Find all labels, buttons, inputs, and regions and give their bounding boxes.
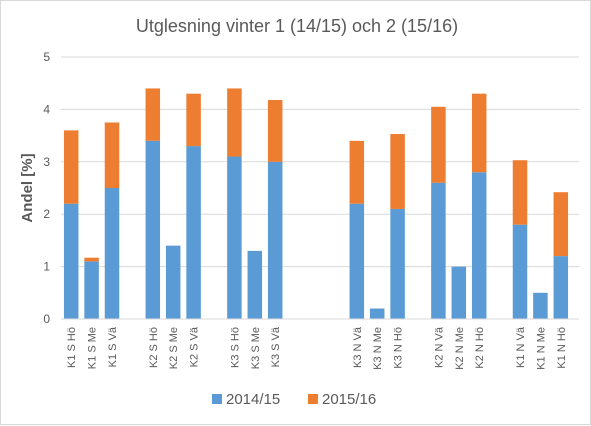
bar-segment xyxy=(431,106,446,183)
bar-segment xyxy=(390,134,405,209)
y-tick-label: 0 xyxy=(43,312,50,326)
y-tick-label: 4 xyxy=(43,102,50,116)
bar-segment xyxy=(512,224,528,319)
x-tick-label: K3 S Hö xyxy=(229,327,241,368)
bar-segment xyxy=(145,88,161,141)
bar-segment xyxy=(247,250,263,319)
bar-segment xyxy=(104,188,120,319)
y-axis-ticks: 0 1 2 3 4 5 xyxy=(43,50,50,326)
bar-segment xyxy=(63,130,79,204)
bar-segment xyxy=(84,257,99,262)
x-tick-label: K2 N Me xyxy=(454,327,466,370)
y-tick-label: 1 xyxy=(43,260,50,274)
bar-segment xyxy=(165,245,181,319)
legend: 2014/15 2015/16 xyxy=(212,391,376,408)
gridlines xyxy=(61,56,579,268)
bar-segment xyxy=(451,266,467,319)
x-tick-label: K3 S Me xyxy=(250,327,262,369)
bar-segment xyxy=(349,140,365,204)
bar-segment xyxy=(553,256,569,319)
bar-segment xyxy=(267,99,283,162)
bar-segment xyxy=(84,261,99,319)
bar-segment xyxy=(104,122,120,188)
bar-segment xyxy=(369,308,385,319)
bar-segment xyxy=(553,192,569,257)
legend-swatch xyxy=(212,394,222,404)
x-tick-label: K1 N Vä xyxy=(515,326,527,368)
bar-segment xyxy=(267,161,283,319)
bars xyxy=(63,88,569,319)
bar-segment xyxy=(63,203,79,319)
legend-label: 2015/16 xyxy=(322,391,376,408)
bar-segment xyxy=(471,172,487,319)
y-tick-label: 3 xyxy=(43,155,50,169)
bar-segment xyxy=(431,182,446,319)
chart-title: Utglesning vinter 1 (14/15) och 2 (15/16… xyxy=(136,16,458,36)
legend-label: 2014/15 xyxy=(226,391,280,408)
bar-segment xyxy=(349,203,365,319)
y-tick-label: 2 xyxy=(43,207,50,221)
x-axis-category-labels: K1 S Hö K1 S Me K1 S Vä K2 S Hö K2 S Me K2 S … xyxy=(66,326,568,370)
x-tick-label: K2 S Hö xyxy=(148,327,160,368)
x-tick-label: K1 S Hö xyxy=(66,327,78,368)
legend-swatch xyxy=(308,394,318,404)
bar-segment xyxy=(533,292,548,319)
x-tick-label: K3 S Vä xyxy=(270,326,282,367)
x-tick-label: K3 N Hö xyxy=(393,327,405,369)
x-tick-label: K2 N Vä xyxy=(433,326,445,368)
x-tick-label: K2 S Vä xyxy=(189,326,201,367)
bar-segment xyxy=(186,146,201,319)
bar-segment xyxy=(227,156,242,319)
bar-segment xyxy=(227,88,242,157)
bar-segment xyxy=(471,93,487,173)
bar-segment xyxy=(145,140,161,319)
bar-segment xyxy=(512,160,528,225)
x-tick-label: K1 N Hö xyxy=(556,327,568,369)
x-tick-label: K2 N Hö xyxy=(474,327,486,369)
y-axis-label: Andel [%] xyxy=(19,153,36,222)
x-tick-label: K3 N Vä xyxy=(352,326,364,368)
x-tick-label: K1 N Me xyxy=(535,327,547,370)
x-tick-label: K3 N Me xyxy=(372,327,384,370)
bar-segment xyxy=(186,93,201,147)
y-tick-label: 5 xyxy=(43,50,50,64)
x-tick-label: K1 S Me xyxy=(87,327,99,369)
x-tick-label: K2 S Me xyxy=(168,327,180,369)
x-tick-label: K1 S Vä xyxy=(107,326,119,367)
bar-segment xyxy=(390,208,405,319)
